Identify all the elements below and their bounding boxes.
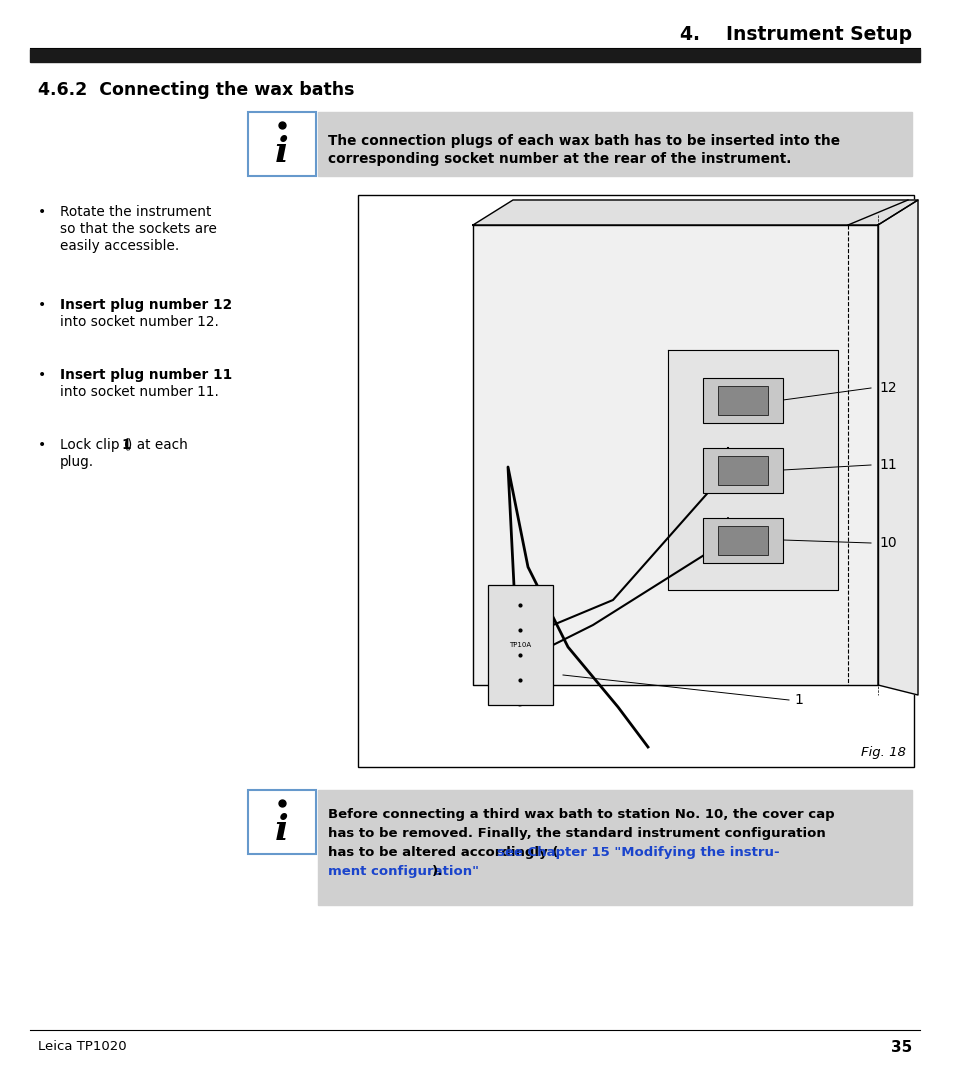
Text: into socket number 12.: into socket number 12. [60,315,218,329]
Text: •: • [38,438,46,453]
Text: easily accessible.: easily accessible. [60,239,179,253]
Text: corresponding socket number at the rear of the instrument.: corresponding socket number at the rear … [328,152,791,166]
Text: Rotate the instrument: Rotate the instrument [60,205,212,219]
Text: 12: 12 [878,381,896,395]
Text: Leica TP1020: Leica TP1020 [38,1040,127,1053]
Text: 4.    Instrument Setup: 4. Instrument Setup [679,26,911,44]
Polygon shape [667,350,837,590]
Text: 4.6.2  Connecting the wax baths: 4.6.2 Connecting the wax baths [38,81,355,99]
Text: •: • [38,368,46,382]
Text: has to be removed. Finally, the standard instrument configuration: has to be removed. Finally, the standard… [328,827,825,840]
Bar [702,448,782,492]
Text: 1: 1 [121,438,131,453]
Bar [357,195,913,767]
Bar [488,585,553,705]
Bar [718,526,767,555]
Bar [248,789,315,854]
Bar [30,49,919,62]
Bar [248,112,315,176]
Polygon shape [877,200,917,696]
Bar [718,456,767,485]
Bar [702,518,782,563]
Polygon shape [473,225,877,685]
Text: 35: 35 [890,1039,911,1054]
Text: Before connecting a third wax bath to station No. 10, the cover cap: Before connecting a third wax bath to st… [328,808,834,821]
Text: Fig. 18: Fig. 18 [861,746,905,759]
Text: see Chapter 15 "Modifying the instru-: see Chapter 15 "Modifying the instru- [497,846,779,859]
Bar [718,386,767,415]
Text: Insert plug number 12: Insert plug number 12 [60,298,232,312]
Text: •: • [38,205,46,219]
Text: ment configuration": ment configuration" [328,865,478,878]
Text: into socket number 11.: into socket number 11. [60,384,218,399]
Text: i: i [274,135,289,168]
Text: 10: 10 [878,536,896,550]
Bar [317,112,911,176]
Text: plug.: plug. [60,455,94,469]
Text: i: i [274,812,289,847]
Polygon shape [473,200,917,225]
Text: Insert plug number 11: Insert plug number 11 [60,368,232,382]
Bar [702,378,782,423]
Text: Lock clip (: Lock clip ( [60,438,129,453]
Text: ) at each: ) at each [127,438,188,453]
Bar [317,789,911,905]
Text: 11: 11 [878,458,896,472]
Text: TP10A: TP10A [509,642,531,648]
Text: 1: 1 [793,693,802,707]
Text: •: • [38,298,46,312]
Text: The connection plugs of each wax bath has to be inserted into the: The connection plugs of each wax bath ha… [328,134,840,148]
Text: has to be altered accordingly (: has to be altered accordingly ( [328,846,558,859]
Text: ).: ). [431,865,442,878]
Text: so that the sockets are: so that the sockets are [60,222,216,237]
